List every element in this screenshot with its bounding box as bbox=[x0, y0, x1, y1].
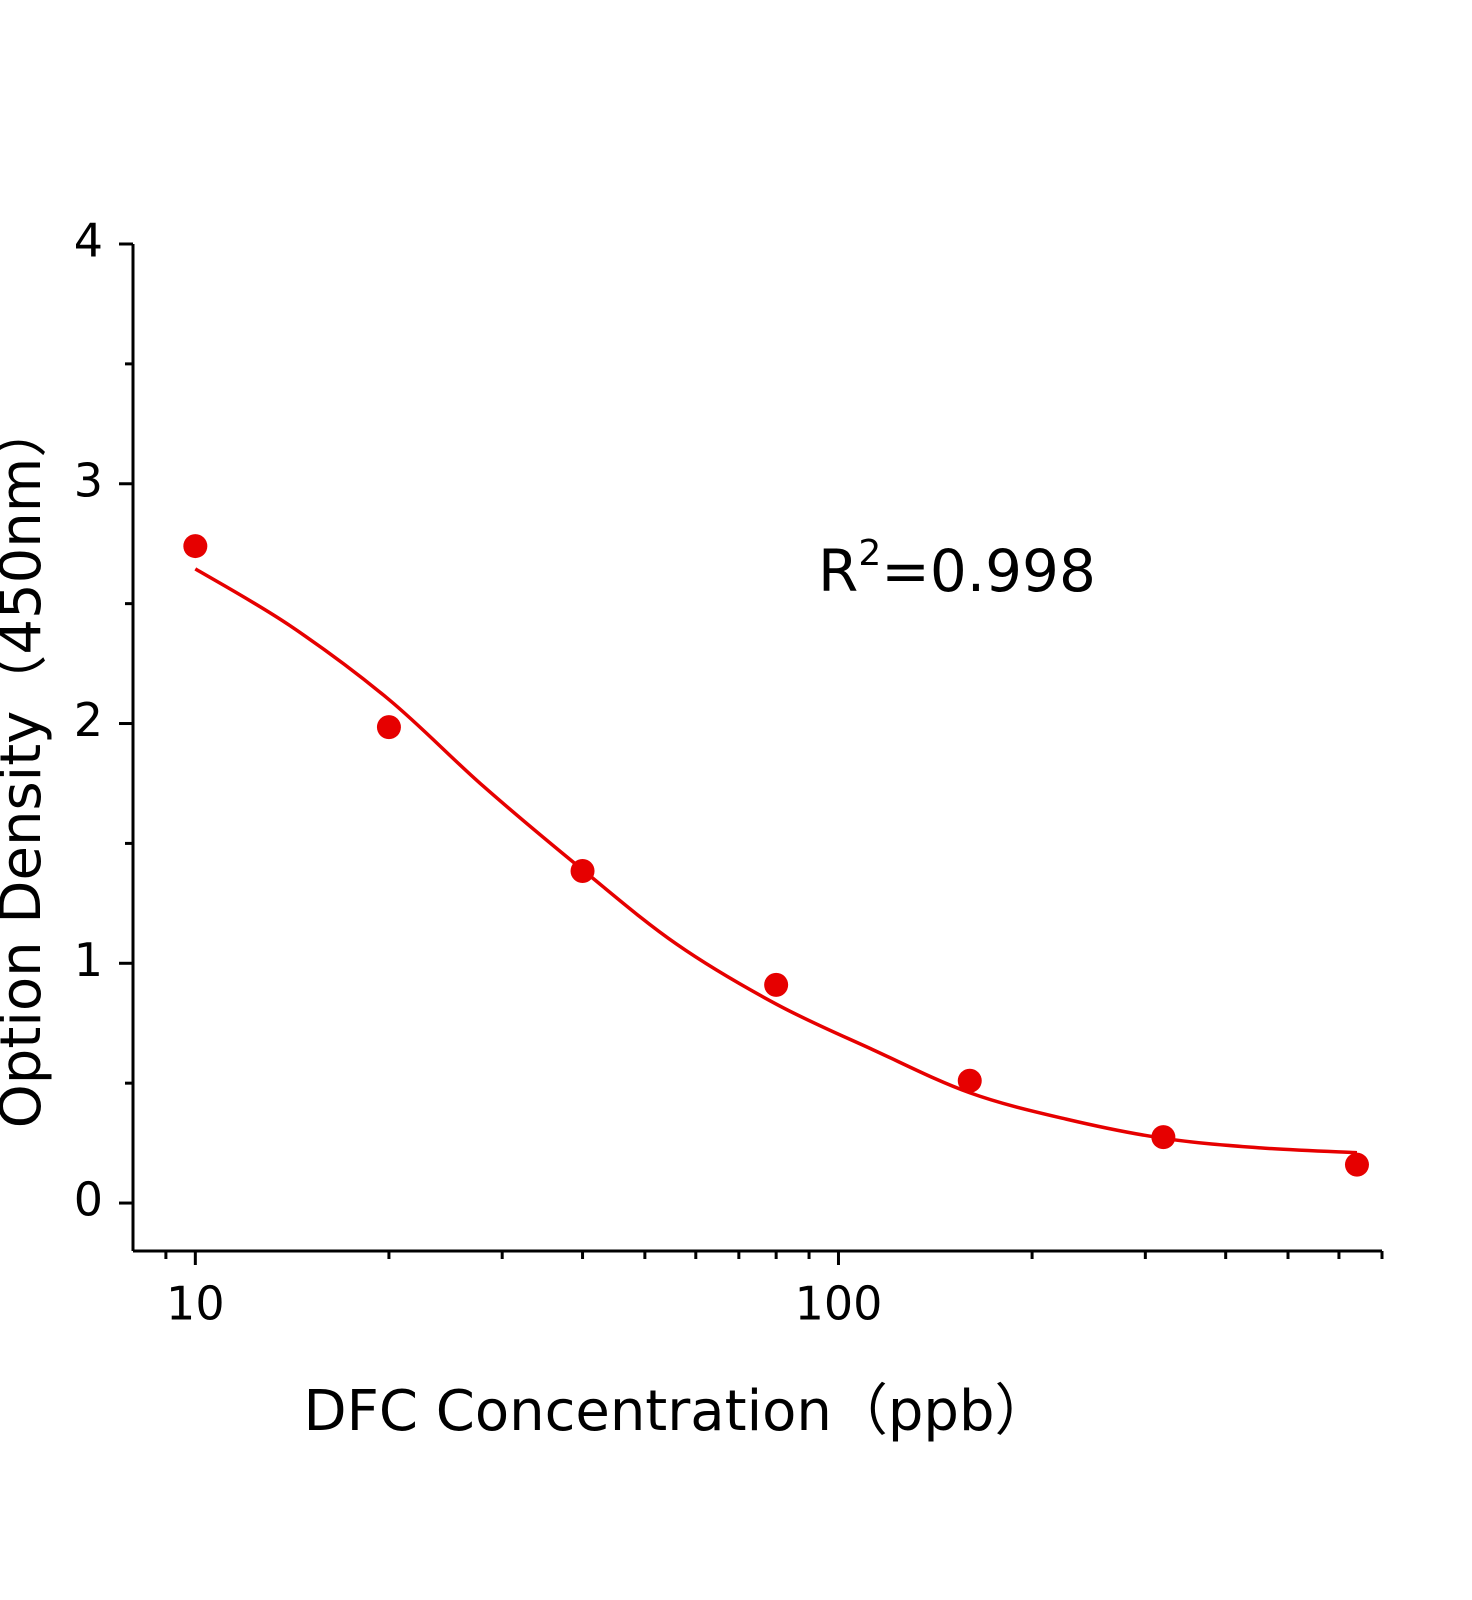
x-tick-label: 10 bbox=[166, 1277, 225, 1331]
data-point bbox=[1344, 1152, 1369, 1177]
annotation-text: R bbox=[818, 537, 858, 605]
annotation-sup: 2 bbox=[858, 533, 881, 574]
y-tick-label: 2 bbox=[74, 693, 103, 747]
annotation-text: =0.998 bbox=[881, 537, 1096, 605]
y-tick-label: 1 bbox=[74, 933, 103, 987]
fit-curve bbox=[194, 567, 1358, 1155]
y-tick-label: 3 bbox=[74, 453, 103, 507]
data-point bbox=[764, 972, 789, 997]
y-tick-label: 4 bbox=[74, 214, 103, 268]
data-point bbox=[957, 1068, 982, 1093]
data-point bbox=[183, 534, 208, 559]
data-point bbox=[376, 715, 401, 740]
annotation: R2=0.998 bbox=[818, 533, 1096, 605]
y-axis-title: Option Density（450nm） bbox=[0, 402, 54, 1129]
y-tick-label: 0 bbox=[74, 1173, 103, 1227]
x-tick-label: 100 bbox=[795, 1277, 883, 1331]
x-axis-title: DFC Concentration（ppb） bbox=[303, 1379, 1050, 1444]
